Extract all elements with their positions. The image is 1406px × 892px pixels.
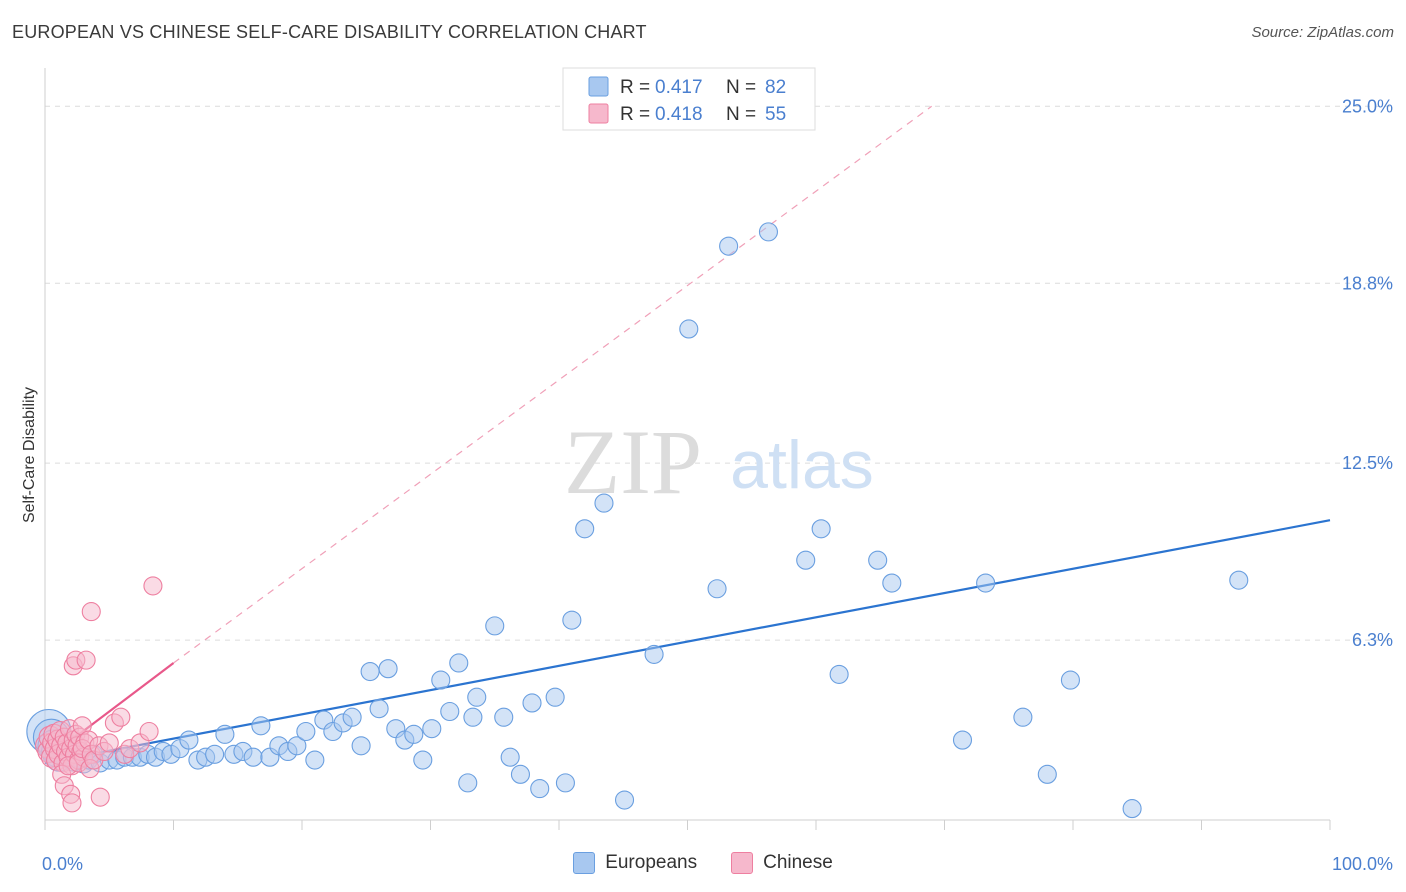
europeans-point <box>758 222 779 242</box>
bottom-legend-europeans-label: Europeans <box>605 852 698 873</box>
tick-labels: 6.3% 12.5% 18.8% 25.0% 0.0% 100.0% <box>42 96 1393 874</box>
europeans-point <box>555 773 575 793</box>
europeans-point <box>719 236 739 256</box>
europeans-point <box>1229 570 1249 590</box>
chinese-point <box>90 787 110 807</box>
europeans-point <box>485 616 505 636</box>
bottom-legend-chinese: Chinese <box>731 852 833 874</box>
europeans-point <box>440 701 460 722</box>
europeans-point <box>179 730 199 750</box>
legend-chinese-n-label: N = <box>726 104 756 125</box>
europeans-point <box>215 724 235 744</box>
europeans-point <box>545 687 565 707</box>
europeans-point <box>644 644 664 664</box>
europeans-point <box>594 493 614 513</box>
europeans-point <box>251 716 271 736</box>
europeans-point <box>351 736 371 756</box>
europeans-point <box>614 790 635 810</box>
europeans-point <box>829 664 849 684</box>
y-tick-label-0: 6.3% <box>1352 630 1393 650</box>
legend-box: R = 0.417 N = 82 R = 0.418 N = 55 <box>562 67 816 131</box>
europeans-point <box>500 747 520 767</box>
europeans-point <box>404 724 424 744</box>
gridlines <box>45 105 1395 641</box>
europeans-point <box>422 719 442 739</box>
legend-chinese-r-label: R = <box>620 104 650 125</box>
europeans-point <box>296 721 316 742</box>
y-tick-label-3: 25.0% <box>1342 96 1393 116</box>
chart-title: EUROPEAN VS CHINESE SELF-CARE DISABILITY… <box>12 22 647 42</box>
bottom-legend-chinese-swatch <box>731 852 754 874</box>
europeans-point <box>449 653 469 673</box>
legend-europeans-n-label: N = <box>726 77 756 98</box>
legend-chinese-n-value: 55 <box>765 104 786 125</box>
y-tick-label-1: 12.5% <box>1342 453 1393 473</box>
europeans-point <box>530 779 550 799</box>
x-tick-label-1: 100.0% <box>1332 854 1393 874</box>
legend-europeans-n-value: 82 <box>765 77 786 98</box>
europeans-point <box>463 707 483 727</box>
europeans-point <box>1122 799 1142 819</box>
bottom-legend: Europeans Chinese <box>0 852 1406 874</box>
bottom-legend-europeans: Europeans <box>573 852 697 874</box>
europeans-point <box>952 730 973 750</box>
axes <box>44 68 1331 830</box>
bottom-legend-europeans-swatch <box>573 852 596 874</box>
europeans-point <box>243 747 263 767</box>
europeans-point <box>882 573 902 593</box>
europeans-point <box>976 573 996 593</box>
chinese-point <box>111 707 131 727</box>
bottom-legend-chinese-label: Chinese <box>763 852 833 873</box>
watermark-atlas: atlas <box>730 427 874 503</box>
europeans-point <box>360 661 380 682</box>
europeans-point <box>796 550 816 570</box>
chinese-points <box>35 576 163 813</box>
europeans-point <box>458 773 478 793</box>
europeans-point <box>522 693 542 713</box>
europeans-points <box>26 222 1249 819</box>
europeans-point <box>510 764 531 784</box>
y-axis-title: Self-Care Disability <box>21 387 38 523</box>
watermark-zip: ZIP <box>564 411 702 513</box>
europeans-point <box>707 579 727 599</box>
chinese-trend-extension <box>173 105 933 664</box>
europeans-point <box>287 736 307 756</box>
chinese-point <box>76 650 96 670</box>
europeans-point <box>1060 670 1080 690</box>
x-tick-label-0: 0.0% <box>42 854 83 874</box>
chinese-point <box>143 576 163 596</box>
legend-swatch-europeans <box>588 76 609 97</box>
europeans-point <box>413 750 433 770</box>
europeans-point <box>431 670 451 690</box>
watermark: ZIP atlas <box>564 411 874 513</box>
europeans-point <box>369 699 389 719</box>
europeans-point <box>205 744 225 764</box>
europeans-point <box>679 319 699 339</box>
europeans-trend-line <box>44 519 1331 764</box>
chinese-point <box>139 721 159 742</box>
europeans-point <box>1037 764 1057 784</box>
y-tick-label-2: 18.8% <box>1342 273 1393 293</box>
source-label: Source: ZipAtlas.com <box>1251 24 1394 41</box>
legend-chinese-r-value: 0.418 <box>655 104 703 125</box>
europeans-point <box>494 707 514 727</box>
legend-europeans-r-value: 0.417 <box>655 77 703 98</box>
europeans-point <box>1013 707 1033 727</box>
chinese-point <box>99 733 119 753</box>
chinese-point <box>81 602 101 622</box>
europeans-point <box>342 707 362 727</box>
chinese-point <box>62 793 82 813</box>
europeans-point <box>305 750 325 770</box>
europeans-point <box>467 687 487 707</box>
europeans-point <box>378 659 398 679</box>
europeans-point <box>811 519 831 539</box>
europeans-point <box>868 550 888 570</box>
legend-europeans-r-label: R = <box>620 77 650 98</box>
legend-swatch-chinese <box>588 103 609 124</box>
europeans-point <box>575 519 595 539</box>
europeans-point <box>562 610 582 630</box>
